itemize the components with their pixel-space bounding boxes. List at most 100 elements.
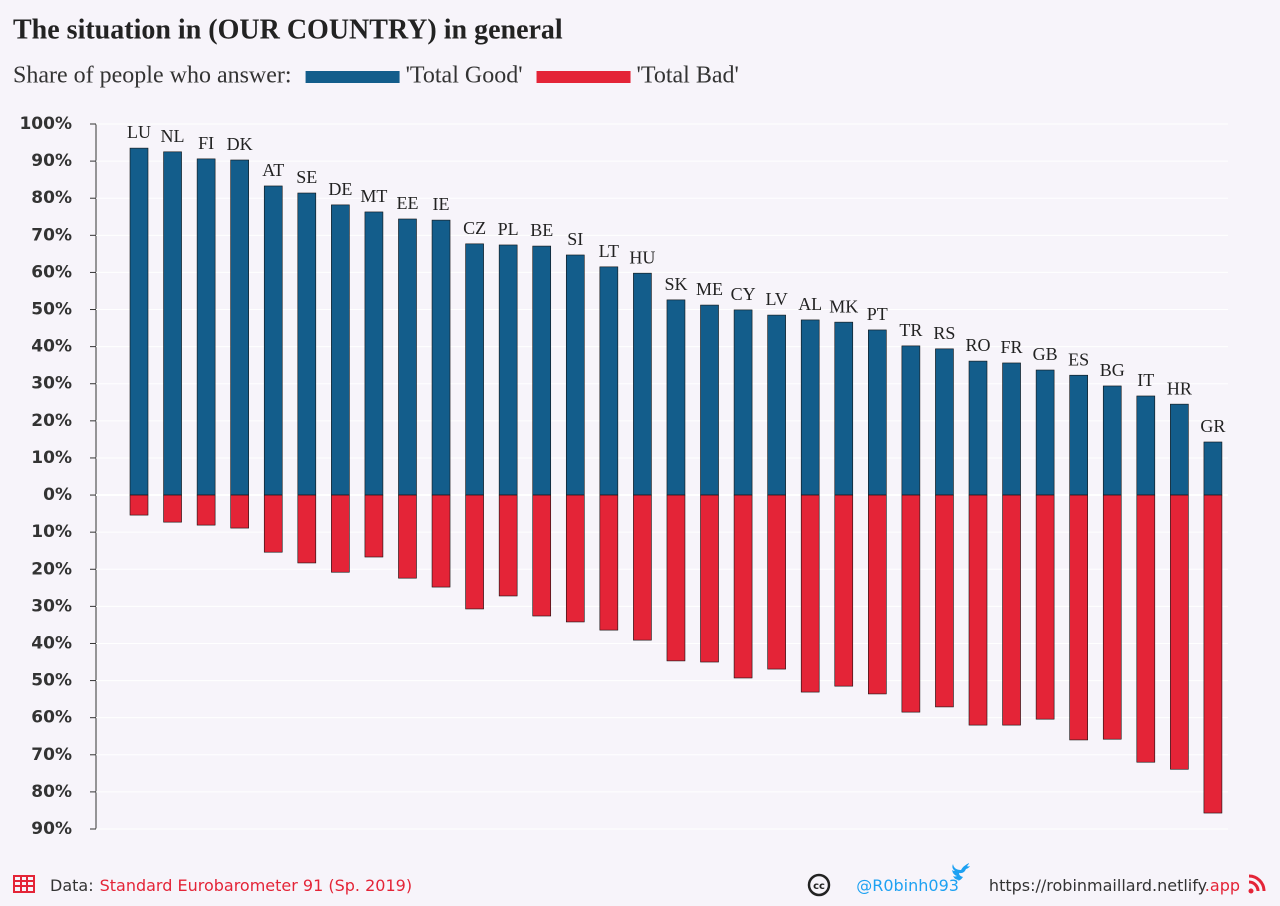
y-tick-label: 60% <box>31 262 72 282</box>
x-tick-label: IT <box>1137 370 1154 390</box>
rss-icon <box>1248 874 1266 894</box>
x-tick-label: CZ <box>463 218 486 238</box>
y-tick-label: 80% <box>31 782 72 802</box>
x-tick-label: BE <box>530 220 553 240</box>
bar <box>163 494 182 523</box>
cc-icon <box>807 873 831 897</box>
bar <box>532 494 552 617</box>
bar <box>633 494 652 641</box>
y-tick-label: 10% <box>31 448 72 468</box>
y-tick-label: 0% <box>43 485 72 505</box>
bar <box>297 494 317 564</box>
x-tick-label: CY <box>731 284 756 304</box>
bar <box>1170 494 1189 770</box>
bar <box>767 314 786 496</box>
bar <box>1136 494 1156 763</box>
x-tick-label: LU <box>127 122 151 142</box>
subtitle: Share of people who answer: <box>13 63 292 89</box>
bar <box>565 254 585 496</box>
bar <box>1035 369 1055 496</box>
url-suffix[interactable]: .app <box>1205 876 1240 895</box>
bar <box>700 494 719 663</box>
bar <box>364 494 384 558</box>
url[interactable]: https://robinmaillard.netlify <box>989 876 1207 895</box>
bar <box>901 345 921 496</box>
bar <box>633 272 652 496</box>
y-tick-label: 80% <box>31 188 72 208</box>
x-tick-label: RO <box>965 335 990 355</box>
footer-credits: @R0binh093 https://robinmaillard.netlify.… <box>856 876 1240 895</box>
y-tick-label: 60% <box>31 708 72 728</box>
x-tick-label: LT <box>599 241 619 261</box>
bar <box>733 494 753 679</box>
bar <box>1203 441 1223 496</box>
x-tick-label: PL <box>498 219 519 239</box>
x-tick-label: HU <box>629 247 655 267</box>
bar <box>230 159 249 496</box>
bar <box>968 494 988 726</box>
bar <box>1203 494 1223 814</box>
bar <box>532 245 552 496</box>
bar <box>1170 403 1189 496</box>
bar <box>599 494 619 631</box>
handle[interactable]: @R0binh093 <box>856 876 959 895</box>
bar <box>465 494 484 610</box>
bar <box>1102 385 1122 496</box>
bar <box>599 266 619 496</box>
x-tick-label: EE <box>396 193 418 213</box>
bar <box>398 494 417 579</box>
bar <box>498 244 518 496</box>
bar <box>129 147 149 496</box>
bar <box>230 494 249 529</box>
bar <box>565 494 585 623</box>
y-tick-label: 70% <box>31 745 72 765</box>
x-tick-label: TR <box>899 320 922 340</box>
source[interactable]: Standard Eurobarometer 91 (Sp. 2019) <box>100 876 412 895</box>
bar <box>465 243 484 496</box>
y-tick-label: 20% <box>31 411 72 431</box>
legend-swatch <box>305 71 400 83</box>
data-label: Data: <box>50 876 94 895</box>
bar <box>431 494 451 588</box>
bar <box>1002 494 1021 726</box>
x-tick-label: PT <box>867 304 888 324</box>
y-tick-label: 100% <box>19 114 72 134</box>
bar <box>498 494 518 597</box>
bar <box>935 348 954 496</box>
x-tick-label: FI <box>198 133 214 153</box>
bar <box>1002 362 1021 496</box>
bar <box>331 204 350 496</box>
x-tick-label: RS <box>933 323 955 343</box>
x-tick-label: BG <box>1100 360 1125 380</box>
bar <box>263 494 283 553</box>
x-tick-label: ME <box>696 279 723 299</box>
x-tick-label: GB <box>1033 344 1058 364</box>
footer-source: Data: Standard Eurobarometer 91 (Sp. 2019… <box>50 876 412 895</box>
bar <box>834 321 854 496</box>
x-tick-label: FR <box>1001 337 1023 357</box>
bar <box>1035 494 1055 720</box>
y-tick-label: 50% <box>31 300 72 320</box>
y-tick-label: 30% <box>31 374 72 394</box>
cc-icon-text: cc <box>813 881 825 892</box>
bar <box>968 360 988 496</box>
x-tick-label: GR <box>1200 416 1225 436</box>
bar <box>431 219 451 496</box>
bar <box>263 185 283 496</box>
y-tick-label: 30% <box>31 596 72 616</box>
bar <box>868 329 887 496</box>
x-tick-label: SE <box>296 167 317 187</box>
y-tick-label: 40% <box>31 633 72 653</box>
y-tick-label: 50% <box>31 671 72 691</box>
twitter-icon <box>952 863 970 882</box>
x-tick-label: DK <box>227 134 253 154</box>
bar <box>666 299 686 496</box>
bar <box>196 494 216 526</box>
y-tick-label: 40% <box>31 337 72 357</box>
x-tick-label: AL <box>798 294 822 314</box>
x-tick-label: SI <box>567 229 583 249</box>
y-tick-label: 20% <box>31 559 72 579</box>
bar <box>1069 494 1088 741</box>
bar <box>733 309 753 496</box>
bar <box>129 494 149 516</box>
